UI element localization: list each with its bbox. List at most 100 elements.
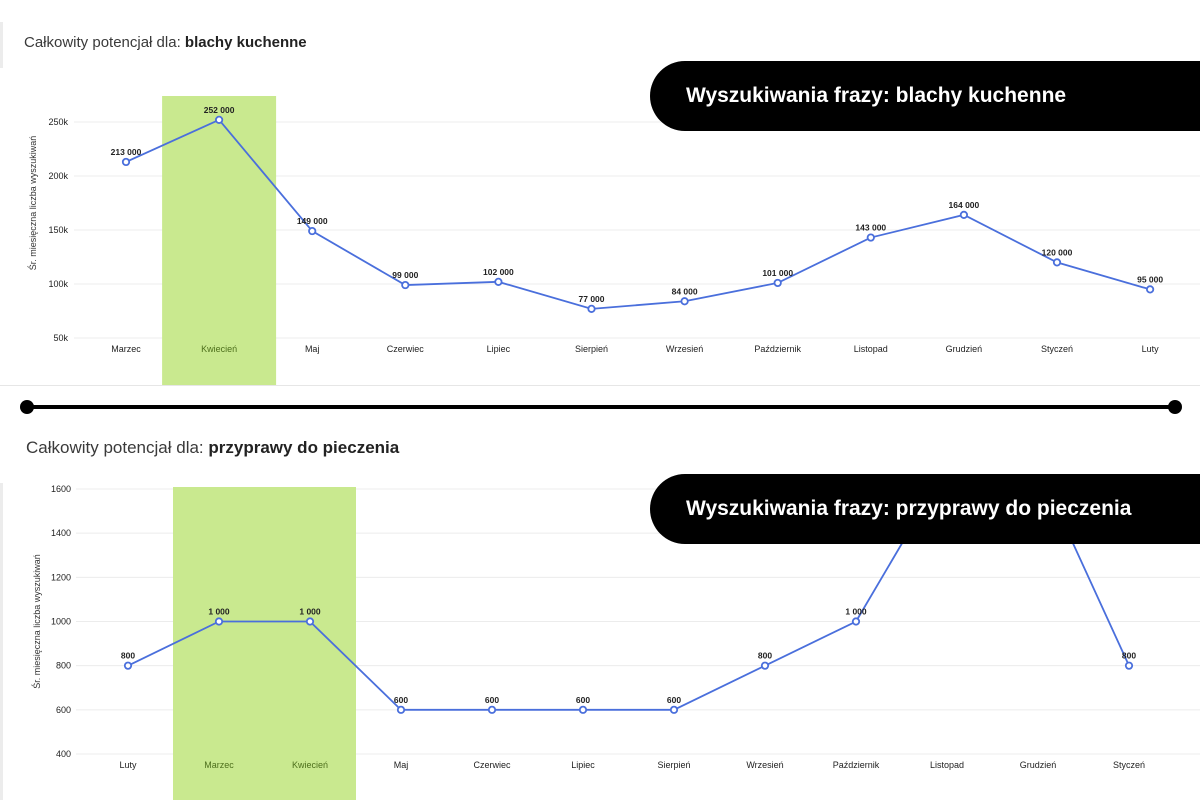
- line-chart-przyprawy-do-pieczenia: 400 600 800 1000 1200 1400 1600 Śr. miesięczna …: [31, 483, 1200, 800]
- data-label: 800: [1122, 651, 1136, 661]
- bottom-chart-panel: Całkowity potencjał dla: przyprawy do pi…: [0, 425, 1200, 800]
- x-tick-label: Grudzień: [1020, 760, 1057, 770]
- y-tick-label: 800: [56, 661, 71, 671]
- data-point: [1146, 285, 1155, 294]
- data-point: [401, 280, 410, 290]
- top-chart-panel: Całkowity potencjał dla: blachy kuchenne…: [0, 0, 1200, 387]
- separator-dot-right: [1168, 400, 1182, 414]
- data-point: [494, 277, 503, 286]
- title-prefix: Całkowity potencjał dla:: [24, 34, 185, 51]
- data-point: [578, 705, 588, 714]
- data-label: 252 000: [204, 105, 235, 115]
- x-tick-label: Marzec: [204, 760, 234, 770]
- data-point: [215, 115, 224, 124]
- data-point: [121, 157, 131, 167]
- data-label: 800: [758, 651, 772, 661]
- data-label: 1 000: [299, 607, 321, 617]
- x-tick-label: Czerwiec: [387, 344, 425, 354]
- y-axis-title: Śr. miesięczna liczba wyszukiwań: [31, 554, 42, 689]
- data-label: 95 000: [1137, 274, 1163, 284]
- y-tick-label: 100k: [48, 279, 68, 289]
- data-label: 101 000: [762, 268, 793, 278]
- x-tick-label: Wrzesień: [666, 344, 703, 354]
- y-tick-label: 50k: [53, 333, 68, 343]
- title-keyword: przyprawy do pieczenia: [208, 438, 400, 457]
- highlight-band: [173, 487, 356, 800]
- y-axis-title: Śr. miesięczna liczba wyszukiwań: [27, 136, 38, 271]
- y-tick-label: 400: [56, 749, 71, 759]
- title-prefix: Całkowity potencjał dla:: [26, 438, 209, 457]
- data-point: [123, 661, 133, 670]
- x-tick-label: Listopad: [854, 344, 888, 354]
- data-label: 600: [576, 695, 590, 705]
- x-tick-label: Kwiecień: [292, 760, 328, 770]
- series-group: [125, 118, 1151, 310]
- y-tick-label: 200k: [48, 171, 68, 181]
- data-label: 99 000: [392, 270, 418, 280]
- series-line: [125, 118, 1151, 310]
- separator-line: [26, 405, 1176, 409]
- data-label: 164 000: [949, 200, 980, 210]
- panel-edge-bar: [0, 22, 3, 68]
- y-tick-label: 1600: [51, 484, 71, 494]
- x-tick-label: Czerwiec: [473, 760, 511, 770]
- data-label: 600: [394, 695, 408, 705]
- data-point: [760, 661, 770, 670]
- data-label: 1 000: [208, 607, 230, 617]
- data-point: [305, 617, 315, 626]
- line-chart-blachy-kuchenne: 50k 100k 150k 200k 250k Śr. miesięczna liczba…: [27, 96, 1200, 386]
- data-label: 102 000: [483, 267, 514, 277]
- x-tick-label: Luty: [1142, 344, 1160, 354]
- x-tick-label: Styczeń: [1041, 344, 1073, 354]
- x-tick-label: Wrzesień: [746, 760, 783, 770]
- data-point: [680, 297, 689, 306]
- x-tick-label: Październik: [833, 760, 880, 770]
- page-title: Całkowity potencjał dla: przyprawy do pi…: [26, 438, 399, 458]
- data-label: 600: [485, 695, 499, 705]
- data-label: 600: [667, 695, 681, 705]
- data-point: [851, 617, 861, 626]
- data-point: [1052, 258, 1062, 267]
- x-tick-label: Lipiec: [487, 344, 511, 354]
- x-tick-label: Sierpień: [657, 760, 690, 770]
- data-label: 1 000: [845, 607, 867, 617]
- x-tick-label: Maj: [305, 344, 320, 354]
- section-separator: [20, 400, 1182, 414]
- y-tick-label: 600: [56, 705, 71, 715]
- highlight-band: [162, 96, 277, 386]
- y-tick-label: 250k: [48, 117, 68, 127]
- series-group: [127, 483, 1130, 711]
- panel-edge-bar: [0, 483, 3, 800]
- data-point: [1124, 661, 1134, 670]
- x-tick-label: Listopad: [930, 760, 964, 770]
- x-tick-label: Styczeń: [1113, 760, 1145, 770]
- x-tick-label: Październik: [754, 344, 801, 354]
- keyword-banner: Wyszukiwania frazy: przyprawy do pieczen…: [650, 474, 1200, 544]
- x-tick-label: Luty: [119, 760, 137, 770]
- data-point: [487, 705, 497, 714]
- data-point: [308, 226, 317, 236]
- x-tick-label: Lipiec: [571, 760, 595, 770]
- keyword-banner: Wyszukiwania frazy: blachy kuchenne: [650, 61, 1200, 131]
- data-label: 800: [121, 651, 135, 661]
- data-label: 120 000: [1042, 247, 1073, 257]
- data-point: [214, 617, 224, 626]
- data-point: [669, 705, 679, 714]
- data-label: 77 000: [579, 294, 605, 304]
- panel-divider: [0, 385, 1200, 386]
- data-point: [866, 233, 875, 242]
- x-tick-label: Maj: [394, 760, 409, 770]
- x-tick-label: Sierpień: [575, 344, 608, 354]
- data-point: [587, 304, 596, 313]
- x-tick-label: Grudzień: [946, 344, 983, 354]
- title-keyword: blachy kuchenne: [184, 34, 307, 51]
- x-tick-label: Kwiecień: [201, 344, 237, 354]
- data-label: 149 000: [297, 216, 328, 226]
- y-tick-label: 1200: [51, 572, 71, 582]
- data-label: 143 000: [855, 223, 886, 233]
- separator-dot-left: [20, 400, 34, 414]
- data-point: [773, 278, 782, 288]
- data-point: [396, 705, 406, 714]
- series-line: [127, 483, 1130, 711]
- y-tick-label: 150k: [48, 225, 68, 235]
